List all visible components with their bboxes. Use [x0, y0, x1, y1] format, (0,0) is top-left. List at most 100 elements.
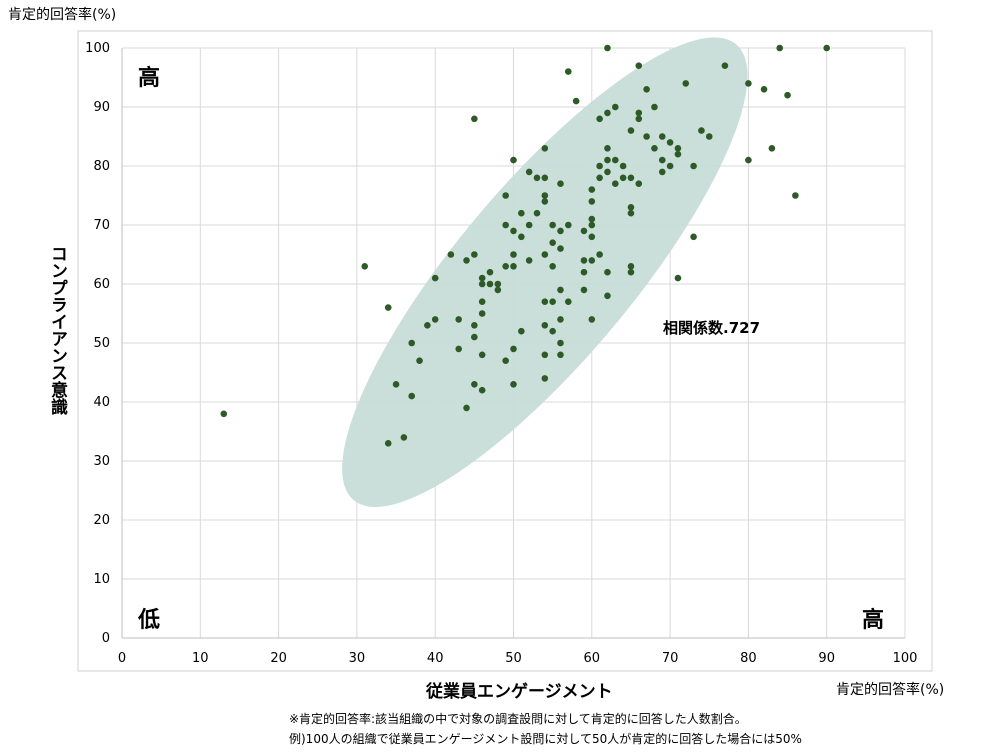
- data-point: [502, 221, 509, 229]
- highlight-ellipse: [342, 37, 748, 507]
- data-point: [478, 386, 486, 394]
- data-point: [557, 180, 564, 187]
- data-point: [384, 304, 392, 311]
- y-unit-label: 肯定的回答率(%): [8, 7, 117, 23]
- data-point: [525, 257, 533, 264]
- data-point: [557, 339, 564, 347]
- data-point: [619, 174, 627, 182]
- data-point: [557, 227, 564, 235]
- data-point: [533, 209, 541, 217]
- y-tick-label: 20: [93, 513, 110, 528]
- data-point: [745, 80, 752, 87]
- data-point: [557, 245, 564, 252]
- data-point: [408, 392, 416, 400]
- data-point: [627, 204, 635, 211]
- data-point: [478, 274, 486, 282]
- x-unit-label: 肯定的回答率(%): [836, 682, 945, 698]
- data-point: [408, 339, 416, 347]
- data-point: [588, 233, 596, 241]
- data-point: [784, 91, 791, 99]
- data-point: [525, 168, 533, 176]
- data-point: [486, 280, 494, 288]
- data-point: [674, 150, 682, 158]
- corner-label-low-bottom-left: 低: [137, 608, 160, 633]
- data-point: [431, 316, 439, 323]
- data-point: [580, 268, 588, 276]
- data-point: [588, 186, 596, 193]
- data-point: [471, 115, 478, 123]
- data-point: [604, 44, 611, 52]
- data-point: [666, 162, 674, 170]
- x-tick-label: 30: [349, 651, 366, 666]
- y-tick-label: 10: [93, 572, 110, 587]
- data-point: [627, 174, 635, 182]
- data-point: [525, 221, 533, 229]
- x-axis-title: 従業員エンゲージメント: [426, 682, 613, 702]
- data-point: [455, 316, 462, 323]
- data-point: [510, 381, 517, 388]
- data-point: [549, 221, 556, 229]
- footnote-definition: ※肯定的回答率:該当組織の中で対象の調査設問に対して肯定的に回答した人数割合。: [289, 712, 747, 726]
- ellipse-layer: [342, 37, 748, 507]
- data-point: [557, 286, 564, 294]
- data-point: [471, 333, 478, 341]
- data-point: [792, 192, 799, 199]
- y-tick-label: 80: [93, 159, 110, 174]
- data-point: [619, 162, 627, 170]
- data-point: [588, 221, 596, 229]
- data-point: [518, 209, 525, 217]
- data-point: [361, 263, 369, 270]
- y-tick-label: 90: [93, 100, 110, 115]
- x-tick-label: 10: [192, 651, 209, 666]
- data-point: [416, 357, 423, 365]
- data-point: [541, 375, 549, 382]
- data-point: [580, 257, 588, 264]
- data-point: [635, 115, 643, 123]
- data-point: [392, 381, 400, 388]
- data-point: [690, 233, 697, 241]
- x-tick-label: 0: [118, 651, 126, 666]
- data-point: [510, 345, 517, 353]
- data-point: [510, 227, 517, 235]
- data-point: [643, 86, 650, 93]
- data-point: [494, 280, 502, 288]
- data-point: [541, 322, 549, 329]
- x-tick-label: 90: [818, 651, 835, 666]
- data-point: [596, 251, 603, 258]
- data-point: [572, 97, 580, 105]
- data-point: [768, 145, 776, 152]
- data-point: [502, 263, 509, 270]
- y-tick-label: 100: [85, 41, 110, 56]
- data-point: [541, 198, 549, 205]
- data-point: [674, 145, 682, 152]
- data-point: [604, 268, 611, 276]
- data-point: [658, 156, 666, 164]
- data-point: [658, 168, 666, 176]
- data-point: [635, 180, 643, 187]
- data-point: [463, 404, 470, 412]
- data-point: [220, 410, 228, 418]
- data-point: [400, 434, 408, 441]
- data-point: [776, 44, 784, 52]
- data-point: [745, 156, 752, 164]
- data-point: [478, 351, 486, 359]
- data-point: [557, 351, 564, 359]
- data-point: [690, 162, 697, 170]
- data-point: [455, 345, 462, 353]
- data-point: [510, 263, 517, 270]
- data-point: [518, 327, 525, 335]
- data-point: [674, 274, 682, 282]
- data-point: [627, 209, 635, 217]
- y-tick-label: 50: [93, 336, 110, 351]
- data-point: [502, 192, 509, 199]
- data-point: [651, 145, 658, 152]
- data-point: [760, 86, 768, 93]
- data-point: [588, 215, 596, 223]
- data-point: [604, 109, 611, 117]
- data-point: [596, 174, 603, 182]
- data-point: [431, 274, 439, 282]
- data-point: [471, 322, 478, 329]
- data-point: [627, 263, 635, 270]
- data-point: [596, 115, 603, 123]
- corner-label-high-top-left: 高: [138, 65, 160, 91]
